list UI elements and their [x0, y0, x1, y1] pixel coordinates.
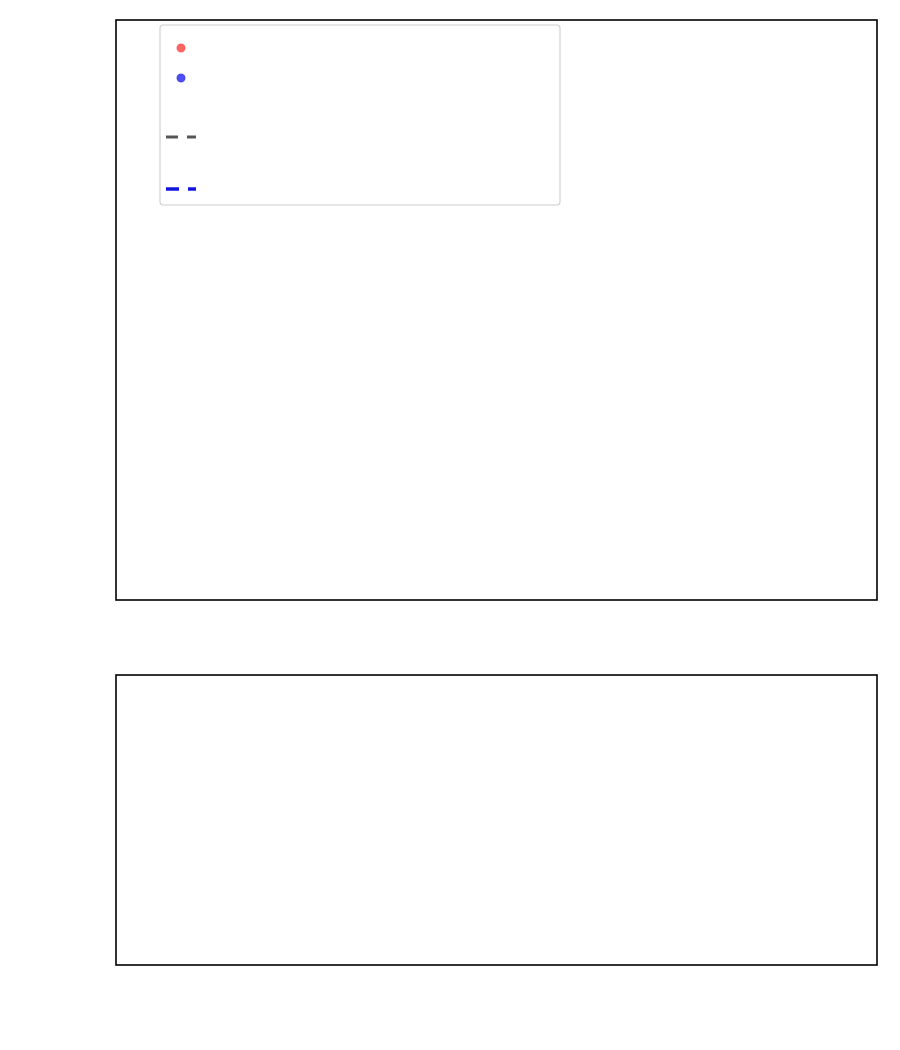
legend-marker-raw	[176, 43, 186, 53]
bottom-panel	[115, 674, 878, 966]
legend-marker-corrected	[176, 73, 186, 83]
top-panel-frame	[115, 19, 878, 601]
top-panel	[115, 19, 878, 601]
bottom-panel-frame	[115, 674, 878, 966]
top-panel-legend	[159, 24, 561, 206]
legend-box	[159, 24, 561, 206]
